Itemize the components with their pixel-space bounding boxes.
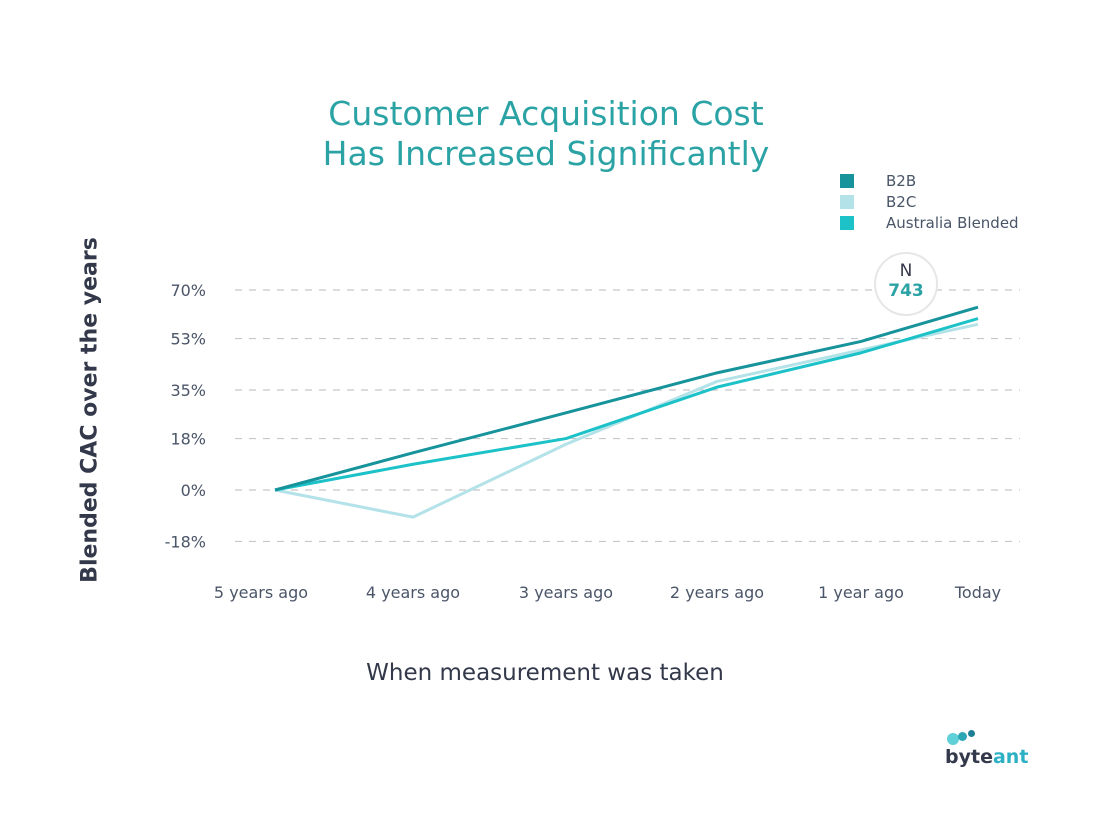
y-tick-label: 18% [170,430,206,449]
x-axis-label: When measurement was taken [366,660,724,686]
x-tick-label: 5 years ago [214,583,308,602]
logo-text-ant: ant [992,746,1029,768]
legend-swatch-b2b [840,173,854,188]
legend-swatch-australia-blended [840,215,854,230]
legend-item-australia-blended: Australia Blended [840,212,1019,233]
sample-size-label: N [899,261,913,281]
y-tick-label: 0% [181,481,206,500]
legend-label: Australia Blended [886,213,1019,232]
chart-title-line-2: Has Increased Significantly [322,134,770,173]
x-tick-label: 3 years ago [519,583,613,602]
legend-item-b2b: B2B [840,170,1019,191]
chart-title: Customer Acquisition Cost Has Increased … [240,94,852,174]
legend: B2B B2C Australia Blended [840,170,1019,233]
x-tick-label: 4 years ago [366,583,460,602]
legend-label: B2B [886,171,917,190]
x-tick-label: Today [954,583,1001,602]
legend-item-b2c: B2C [840,191,1019,212]
chart-title-line-1: Customer Acquisition Cost [328,94,764,133]
logo-text-byte: byte [945,746,993,768]
series-line-australia-blended [274,317,979,492]
y-tick-label: 53% [170,330,206,349]
legend-label: B2C [886,192,917,211]
x-tick-label: 1 year ago [818,583,904,602]
sample-size-value: 743 [888,281,924,301]
byteant-logo: byteant [945,730,1028,768]
series-line-b2c [274,322,979,519]
y-tick-label: 35% [170,381,206,400]
x-tick-label: 2 years ago [670,583,764,602]
legend-swatch-b2c [840,194,854,209]
logo-text: byteant [945,746,1028,768]
y-tick-label: -18% [165,532,206,551]
sample-size-badge: N 743 [874,252,938,316]
series-line-b2b [274,305,979,492]
y-tick-label: 70% [170,281,206,300]
logo-dots-icon [945,730,1028,746]
